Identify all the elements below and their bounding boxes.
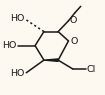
Text: HO: HO <box>10 69 25 78</box>
Polygon shape <box>44 59 58 61</box>
Text: Cl: Cl <box>87 65 96 74</box>
Text: HO: HO <box>10 14 25 23</box>
Text: O: O <box>70 37 77 46</box>
Text: O: O <box>70 16 77 25</box>
Text: HO: HO <box>3 41 17 50</box>
